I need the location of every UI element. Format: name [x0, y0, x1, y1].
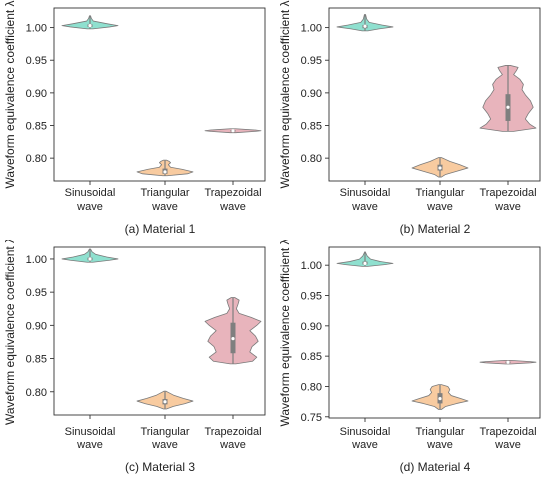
x-tick-label: Triangular — [415, 426, 464, 438]
panel-material-1: 0.80 0.85 0.90 0.95 1.00 Waveform equivalence… — [0, 0, 275, 240]
median-sinusoidal — [363, 261, 367, 265]
plot-frame — [53, 7, 266, 182]
x-tick-label: Trapezoidal — [479, 187, 536, 199]
x-tick-label: wave — [151, 439, 178, 451]
y-tick-label: 0.80 — [301, 153, 322, 165]
y-tick-label: 0.95 — [301, 55, 322, 67]
y-tick-label: 0.90 — [26, 88, 47, 100]
x-tick-label: wave — [426, 201, 453, 213]
median-triangular — [163, 400, 167, 404]
x-tick-label: wave — [494, 201, 521, 213]
x-tick-label: wave — [426, 439, 453, 451]
panel-caption: (c) Material 3 — [124, 460, 195, 474]
x-tick-label: Triangular — [140, 426, 189, 438]
median-sinusoidal — [88, 24, 92, 28]
y-tick-label: 0.75 — [301, 412, 322, 424]
plot-frame — [328, 7, 541, 182]
median-triangular — [438, 396, 442, 401]
y-tick-label: 0.80 — [301, 381, 322, 393]
panel-material-2: 0.80 0.85 0.90 0.95 1.00 Waveform equivalence… — [275, 0, 550, 240]
y-tick-label: 0.85 — [26, 121, 47, 133]
panel-caption: (b) Material 2 — [399, 222, 471, 236]
median-triangular — [438, 166, 442, 170]
x-tick-label: wave — [494, 439, 521, 451]
x-tick-label: Triangular — [415, 187, 464, 199]
x-tick-label: Trapezoidal — [479, 426, 536, 438]
y-tick-label: 0.80 — [26, 387, 47, 399]
y-tick-label: 0.90 — [301, 88, 322, 100]
y-tick-label: 0.80 — [26, 153, 47, 165]
y-tick-label: 0.95 — [26, 55, 47, 67]
y-axis-label: Waveform equivalence coefficient λ — [3, 240, 17, 425]
y-tick-label: 0.85 — [301, 351, 322, 363]
y-tick-label: 1.00 — [26, 254, 47, 266]
plot-frame — [328, 246, 541, 419]
median-trapezoidal — [231, 129, 235, 133]
x-tick-label: wave — [351, 439, 378, 451]
y-tick-label: 1.00 — [301, 260, 322, 272]
plot-frame — [53, 246, 266, 416]
panel-material-3: 0.80 0.85 0.90 0.95 1.00 Waveform equivalence… — [0, 240, 275, 480]
violin-chart-material-3: 0.80 0.85 0.90 0.95 1.00 Waveform equivalence… — [3, 240, 266, 451]
violin-chart-material-2: 0.80 0.85 0.90 0.95 1.00 Waveform equivalence… — [278, 0, 541, 213]
violin-chart-material-4: 0.75 0.80 0.85 0.90 0.95 1.00 Waveform equival… — [278, 240, 541, 451]
x-tick-label: Trapezoidal — [204, 187, 261, 199]
median-trapezoidal — [231, 337, 235, 341]
median-trapezoidal — [506, 360, 510, 364]
y-tick-label: 0.85 — [26, 354, 47, 366]
median-trapezoidal — [506, 105, 510, 109]
y-tick-label: 0.95 — [301, 291, 322, 303]
x-tick-label: Sinusoidal — [65, 187, 116, 199]
y-tick-label: 1.00 — [301, 23, 322, 35]
x-tick-label: wave — [219, 201, 246, 213]
x-tick-label: Sinusoidal — [340, 187, 391, 199]
y-axis-label: Waveform equivalence coefficient λ — [278, 240, 292, 427]
median-triangular — [163, 170, 167, 174]
panel-caption: (a) Material 1 — [124, 222, 196, 236]
panel-caption: (d) Material 4 — [399, 460, 471, 474]
x-tick-label: Sinusoidal — [340, 426, 391, 438]
x-tick-label: Sinusoidal — [65, 426, 116, 438]
x-tick-label: Trapezoidal — [204, 426, 261, 438]
panel-material-4: 0.75 0.80 0.85 0.90 0.95 1.00 Waveform equival… — [275, 240, 550, 480]
x-tick-label: wave — [351, 201, 378, 213]
y-tick-label: 0.95 — [26, 287, 47, 299]
median-sinusoidal — [88, 257, 92, 261]
y-axis-label: Waveform equivalence coefficient λ — [278, 0, 292, 188]
x-tick-label: wave — [151, 201, 178, 213]
y-tick-label: 0.90 — [301, 321, 322, 333]
x-tick-label: wave — [76, 439, 103, 451]
x-tick-label: wave — [76, 201, 103, 213]
y-tick-label: 0.85 — [301, 121, 322, 133]
x-tick-label: Triangular — [140, 187, 189, 199]
y-tick-label: 0.90 — [26, 320, 47, 332]
x-tick-label: wave — [219, 439, 246, 451]
median-sinusoidal — [363, 24, 367, 28]
violin-chart-material-1: 0.80 0.85 0.90 0.95 1.00 Waveform equivalence… — [3, 0, 266, 213]
y-axis-label: Waveform equivalence coefficient λ — [3, 0, 17, 188]
y-tick-label: 1.00 — [26, 23, 47, 35]
